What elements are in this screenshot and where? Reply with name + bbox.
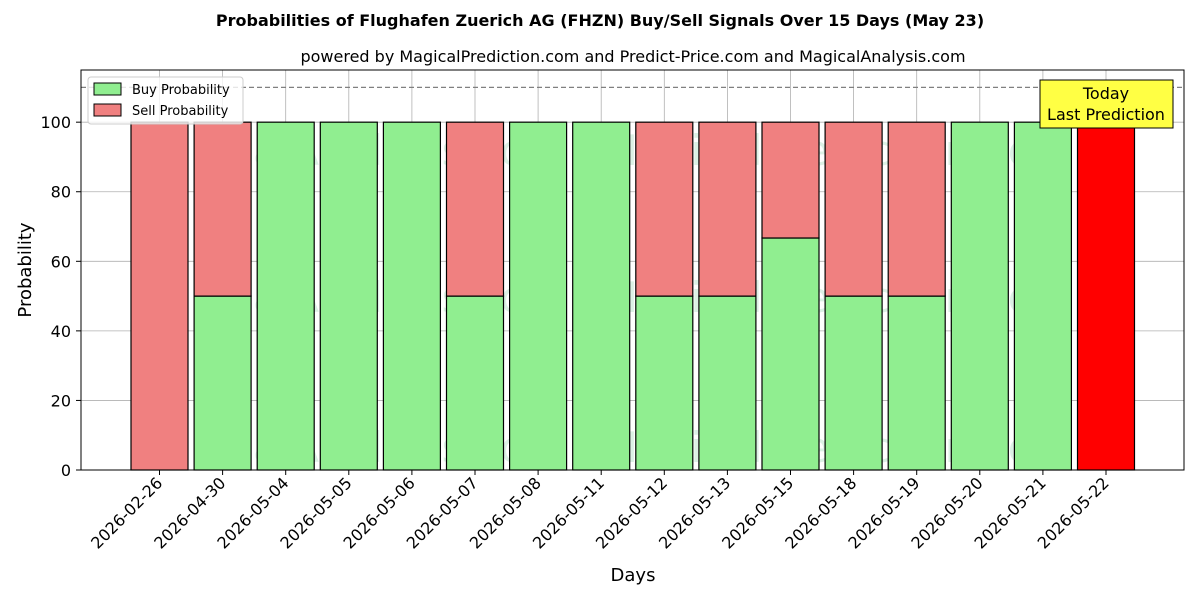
bar-sell [698,121,757,297]
bar-sell [824,121,883,297]
y-axis-ticks: 0 20 40 60 80 100 [40,113,81,480]
y-tick-label: 0 [61,461,71,480]
legend-label-buy: Buy Probability [132,83,230,98]
chart-title: Probabilities of Flughafen Zuerich AG (F… [216,11,984,30]
bar-buy [950,121,1009,471]
bar-buy [1013,121,1073,471]
y-tick-label: 20 [51,391,71,410]
bar-buy [761,237,820,471]
chart-subtitle: powered by MagicalPrediction.com and Pre… [300,47,965,66]
legend: Buy Probability Sell Probability [87,76,244,125]
today-annotation-box [1039,79,1174,129]
bar-buy [193,295,252,471]
bars [130,121,1136,471]
y-tick-label: 40 [51,322,71,341]
today-annotation: Today Last Prediction [1039,79,1174,129]
today-annotation-line1: Today [1082,84,1129,103]
bar-sell [761,121,820,239]
bar-buy [824,295,883,471]
bar-buy [887,295,946,471]
bar-sell-today [1076,121,1136,471]
y-tick-label: 80 [51,183,71,202]
bar-sell [445,121,505,297]
today-annotation-line2: Last Prediction [1047,105,1165,124]
plot-area-frame [80,69,1185,471]
bar-buy [256,121,315,471]
bar-buy [445,295,505,471]
x-axis-ticks: 2026-02-262026-04-302026-05-042026-05-05… [87,470,1113,553]
legend-label-sell: Sell Probability [132,104,229,119]
y-tick-label: 100 [40,113,71,132]
y-tick-label: 60 [51,252,71,271]
bar-buy [509,121,568,471]
bar-sell [887,121,946,297]
legend-frame [87,76,244,125]
x-axis-label: Days [611,565,656,586]
bar-buy [382,121,441,471]
bar-buy [572,121,631,471]
legend-swatch-sell [93,103,122,117]
y-axis-label: Probability [15,222,36,317]
bar-buy [698,295,757,471]
bar-buy [319,121,378,471]
bar-sell [193,121,252,297]
bar-buy [635,295,694,471]
legend-swatch-buy [93,82,122,96]
bar-sell [635,121,694,297]
bar-sell [130,121,189,471]
